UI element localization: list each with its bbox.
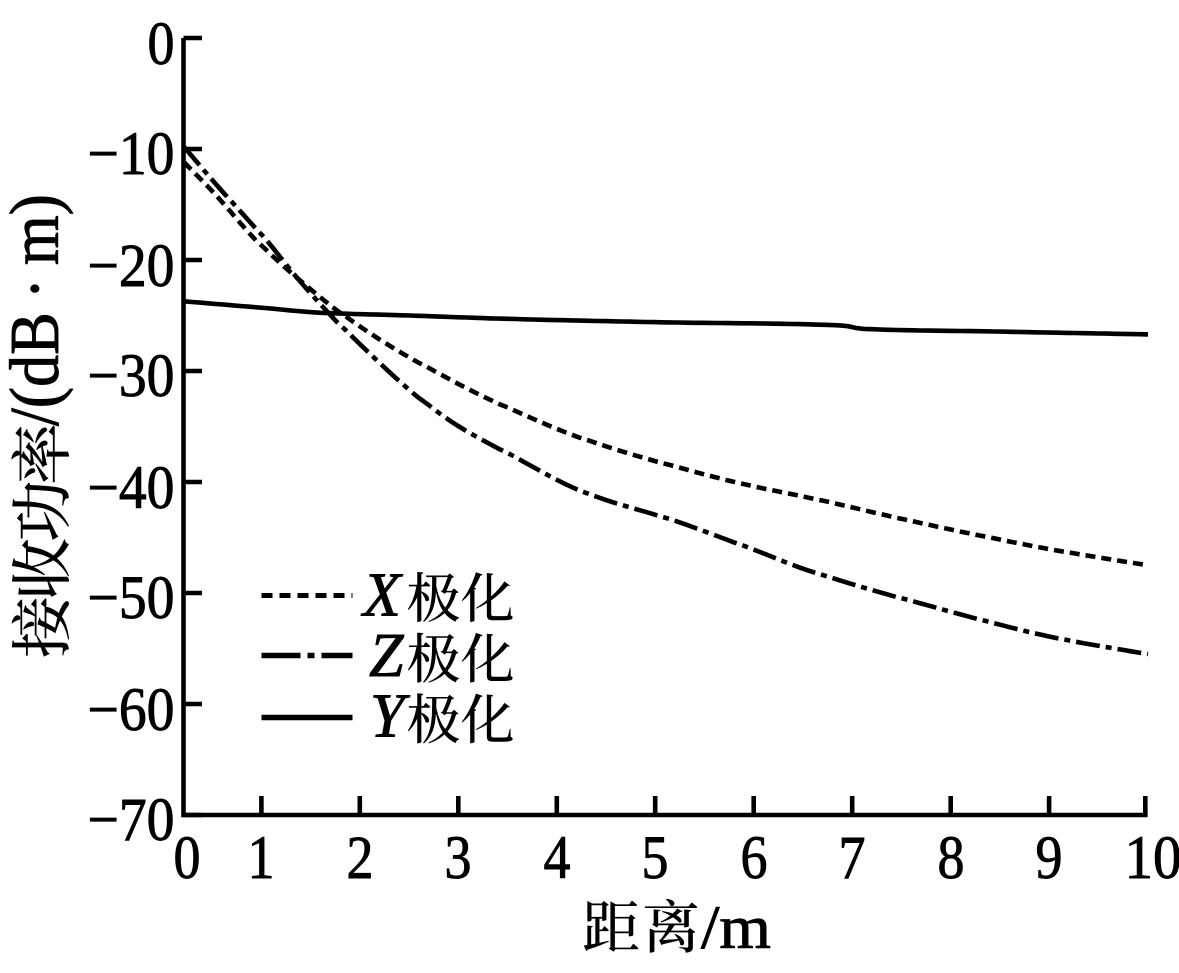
svg-text:X: X [360,561,403,629]
svg-text:7: 7 [839,825,866,892]
svg-text:Z: Z [369,622,404,690]
svg-text:8: 8 [938,825,965,892]
svg-text:/m: /m [701,895,771,962]
svg-text:−10: −10 [88,121,175,188]
svg-text:−20: −20 [88,233,175,300]
svg-text:0: 0 [174,825,201,892]
svg-text:4: 4 [544,825,571,892]
svg-text:0: 0 [148,11,175,78]
svg-text:/(dB · m): /(dB · m) [0,194,74,426]
svg-text:5: 5 [642,825,669,892]
svg-text:−50: −50 [88,565,175,632]
svg-text:6: 6 [741,825,768,892]
svg-text:3: 3 [445,825,472,892]
svg-text:10: 10 [1125,825,1179,892]
svg-text:−60: −60 [88,677,175,744]
svg-text:2: 2 [347,825,374,892]
svg-text:1: 1 [248,825,275,892]
svg-text:−40: −40 [88,455,175,522]
svg-text:Y: Y [370,683,410,751]
svg-text:−30: −30 [88,343,175,410]
svg-text:9: 9 [1036,825,1063,892]
svg-text:−70: −70 [88,787,175,854]
